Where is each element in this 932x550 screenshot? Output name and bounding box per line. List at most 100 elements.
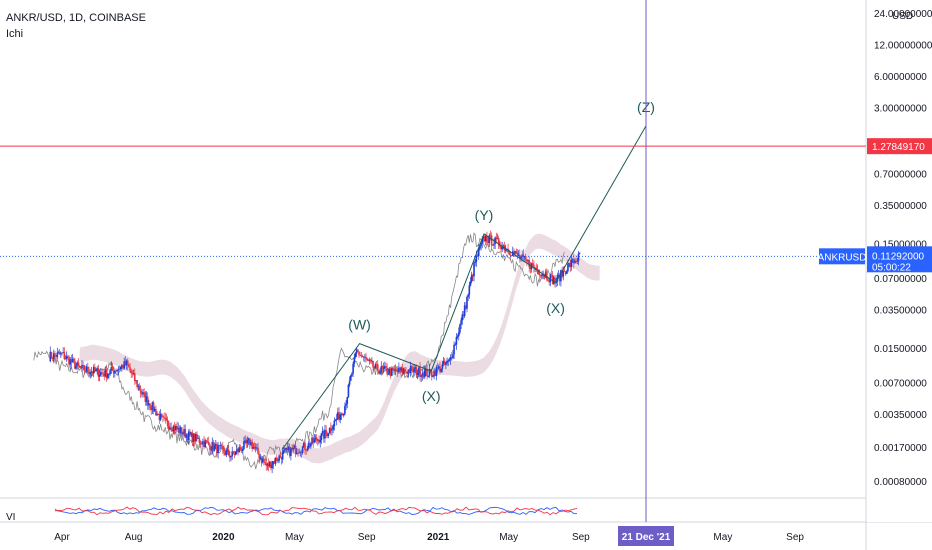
candle-body: [138, 385, 141, 391]
candle-body: [162, 415, 164, 418]
candle-body: [520, 257, 522, 259]
candle-body: [445, 363, 447, 365]
last-price-tag: [867, 246, 932, 273]
candle-body: [118, 368, 121, 370]
candle-body: [394, 369, 397, 371]
candle-body: [556, 275, 559, 282]
candle-body: [455, 336, 458, 345]
candle-body: [284, 448, 286, 451]
candle-body: [90, 371, 93, 373]
candle-body: [371, 360, 373, 362]
candle-body: [365, 356, 367, 359]
candle-body: [155, 408, 157, 416]
candle-body: [414, 367, 417, 369]
symbol-title[interactable]: ANKR/USD, 1D, COINBASE: [6, 12, 146, 24]
candle-body: [239, 447, 242, 450]
candle-body: [68, 357, 70, 365]
candle-body: [568, 263, 570, 265]
candle-body: [523, 256, 526, 258]
candle-body: [261, 458, 264, 463]
candle-body: [123, 361, 126, 369]
candle-body: [366, 358, 369, 360]
candle-body: [294, 445, 297, 455]
candle-body: [280, 456, 283, 460]
candle-body: [265, 463, 268, 466]
candle-body: [432, 376, 434, 378]
vortex-indicator-pane: [54, 506, 578, 516]
candle-body: [136, 380, 138, 387]
candle-body: [207, 441, 210, 445]
candle-body: [300, 452, 303, 454]
candle-body: [470, 274, 473, 282]
price-tick-label: 0.03500000: [874, 305, 927, 316]
candle-body: [327, 433, 330, 436]
candle-body: [225, 450, 228, 455]
candle-body: [551, 275, 554, 285]
candle-body: [502, 245, 505, 247]
candle-body: [69, 359, 72, 365]
candle-body: [116, 369, 118, 372]
candle-body: [60, 352, 62, 355]
candle-body: [244, 440, 246, 442]
candle-body: [272, 461, 275, 465]
wave-label: (X): [422, 388, 441, 404]
candle-body: [204, 440, 207, 447]
candle-body: [578, 252, 581, 254]
candle-body: [398, 367, 400, 373]
candle-body: [499, 245, 501, 247]
candle-body: [466, 296, 468, 309]
candle-body: [243, 441, 245, 449]
candle-body: [396, 371, 399, 373]
candle-body: [465, 305, 467, 309]
candle-body: [49, 351, 52, 362]
candle-body: [495, 237, 498, 239]
candle-body: [199, 442, 202, 444]
candle-body: [72, 358, 75, 361]
candle-body: [278, 455, 280, 461]
time-axis[interactable]: Apr Aug 2020 May Sep 2021 May Sep 21 Dec '21 May S…: [54, 526, 804, 546]
candle-body: [337, 412, 339, 420]
candle-body: [373, 367, 376, 369]
candle-body: [182, 433, 184, 435]
candle-body: [423, 370, 426, 378]
candle-body: [412, 367, 414, 373]
indicator-label[interactable]: Ichi: [6, 28, 24, 40]
candle-body: [298, 452, 300, 454]
candle-body: [177, 427, 180, 430]
last-price-countdown: 05:00:22: [872, 262, 911, 273]
price-tick-label: 0.15000000: [874, 239, 927, 250]
candle-body: [273, 461, 276, 464]
candle-body: [540, 275, 542, 277]
candle-body: [258, 453, 261, 459]
candle-body: [293, 445, 296, 448]
candle-body: [183, 429, 185, 434]
candle-body: [351, 373, 353, 376]
candle-body: [349, 375, 352, 381]
candle-body: [247, 438, 250, 440]
candle-body: [330, 427, 332, 431]
candle-body: [379, 371, 381, 374]
candle-body: [102, 372, 104, 374]
candle-body: [357, 349, 359, 352]
candle-body: [79, 367, 82, 369]
candle-body: [453, 344, 455, 355]
candle-body: [476, 255, 479, 257]
candle-body: [354, 353, 357, 358]
candle-body: [413, 368, 415, 373]
candle-body: [429, 368, 432, 372]
candle-body: [191, 432, 194, 442]
candle-body: [190, 432, 192, 435]
candle-body: [401, 367, 404, 374]
candle-body: [193, 433, 196, 442]
candle-body: [426, 368, 428, 377]
candle-body: [469, 281, 472, 286]
price-tick-label: 0.35000000: [874, 201, 927, 212]
candle-body: [131, 373, 134, 374]
candle-body: [513, 251, 515, 254]
vi-label[interactable]: VI: [6, 512, 16, 523]
candle-body: [352, 363, 354, 374]
price-axis[interactable]: 24.00000000 12.00000000 6.00000000 3.000000…: [818, 0, 932, 522]
candle-body: [146, 396, 149, 406]
candle-body: [287, 446, 290, 451]
